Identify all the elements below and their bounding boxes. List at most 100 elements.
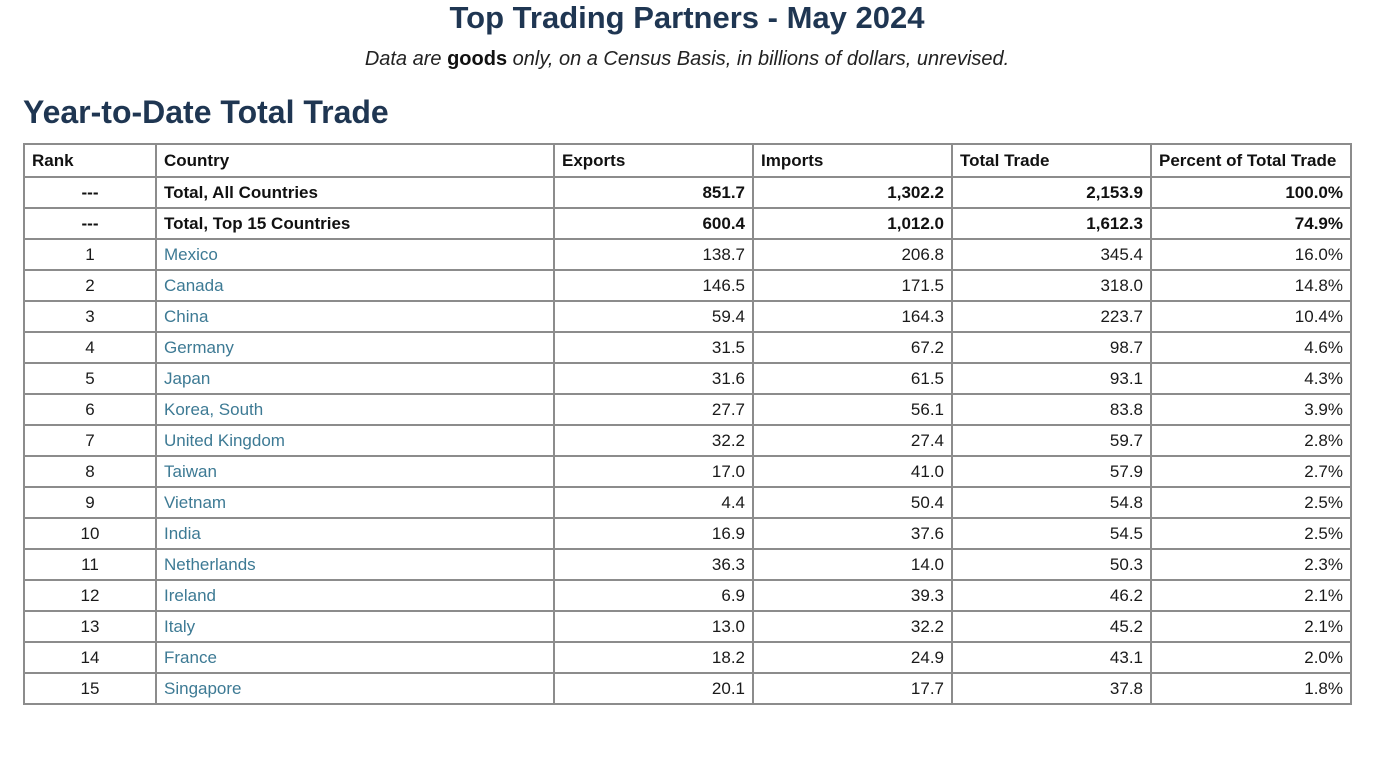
country-link[interactable]: United Kingdom: [164, 430, 285, 450]
cell-country: Total, All Countries: [155, 176, 555, 209]
subtitle-text-start: Data are: [364, 48, 448, 70]
cell-country: Taiwan: [155, 455, 555, 488]
cell-country: Singapore: [155, 672, 555, 705]
cell-percent: 3.9%: [1150, 393, 1352, 426]
header-rank: Rank: [23, 143, 157, 178]
cell-country: Germany: [155, 331, 555, 364]
cell-rank: 9: [23, 486, 157, 519]
cell-total-trade: 37.8: [951, 672, 1152, 705]
country-link[interactable]: Vietnam: [164, 492, 227, 512]
cell-total-trade: 93.1: [951, 362, 1152, 395]
cell-total-trade: 45.2: [951, 610, 1152, 643]
cell-percent: 10.4%: [1150, 300, 1352, 333]
cell-exports: 600.4: [553, 207, 754, 240]
country-link[interactable]: Japan: [164, 368, 211, 388]
cell-imports: 17.7: [752, 672, 953, 705]
table-row: 15 Singapore 20.1 17.7 37.8 1.8%: [23, 672, 1352, 705]
table-row: 3 China 59.4 164.3 223.7 10.4%: [23, 300, 1352, 333]
section-title: Year-to-Date Total Trade: [23, 94, 389, 130]
cell-country: Italy: [155, 610, 555, 643]
cell-percent: 2.7%: [1150, 455, 1352, 488]
subtitle-text-end: only, on a Census Basis, in billions of …: [507, 48, 1010, 70]
cell-imports: 50.4: [752, 486, 953, 519]
cell-exports: 27.7: [553, 393, 754, 426]
cell-total-trade: 2,153.9: [951, 176, 1152, 209]
trade-partners-table: Rank Country Exports Imports Total Trade…: [23, 143, 1352, 705]
country-link[interactable]: Singapore: [164, 678, 242, 698]
subtitle-emphasis: goods: [447, 48, 508, 70]
cell-exports: 851.7: [553, 176, 754, 209]
country-link[interactable]: Italy: [164, 616, 196, 636]
table-row: 8 Taiwan 17.0 41.0 57.9 2.7%: [23, 455, 1352, 488]
country-link[interactable]: China: [164, 306, 209, 326]
cell-percent: 2.5%: [1150, 517, 1352, 550]
cell-imports: 56.1: [752, 393, 953, 426]
cell-exports: 31.5: [553, 331, 754, 364]
cell-percent: 2.0%: [1150, 641, 1352, 674]
country-link[interactable]: Korea, South: [164, 399, 264, 419]
cell-imports: 39.3: [752, 579, 953, 612]
cell-percent: 2.8%: [1150, 424, 1352, 457]
cell-percent: 16.0%: [1150, 238, 1352, 271]
table-row: 6 Korea, South 27.7 56.1 83.8 3.9%: [23, 393, 1352, 426]
table-row: 1 Mexico 138.7 206.8 345.4 16.0%: [23, 238, 1352, 271]
cell-rank: 3: [23, 300, 157, 333]
cell-percent: 2.5%: [1150, 486, 1352, 519]
cell-percent: 14.8%: [1150, 269, 1352, 302]
cell-exports: 59.4: [553, 300, 754, 333]
cell-exports: 13.0: [553, 610, 754, 643]
cell-rank: 12: [23, 579, 157, 612]
cell-total-trade: 318.0: [951, 269, 1152, 302]
cell-rank: 6: [23, 393, 157, 426]
cell-exports: 18.2: [553, 641, 754, 674]
cell-total-trade: 46.2: [951, 579, 1152, 612]
cell-rank: 5: [23, 362, 157, 395]
country-link[interactable]: Canada: [164, 275, 224, 295]
cell-rank: ---: [23, 207, 157, 240]
cell-country: China: [155, 300, 555, 333]
country-link[interactable]: Germany: [164, 337, 234, 357]
cell-percent: 2.3%: [1150, 548, 1352, 581]
cell-imports: 27.4: [752, 424, 953, 457]
cell-total-trade: 57.9: [951, 455, 1152, 488]
header-country: Country: [155, 143, 555, 178]
cell-total-trade: 50.3: [951, 548, 1152, 581]
cell-percent: 100.0%: [1150, 176, 1352, 209]
country-link[interactable]: Mexico: [164, 244, 218, 264]
header-total-trade: Total Trade: [951, 143, 1152, 178]
cell-percent: 1.8%: [1150, 672, 1352, 705]
cell-exports: 31.6: [553, 362, 754, 395]
table-header-row: Rank Country Exports Imports Total Trade…: [23, 143, 1352, 178]
cell-total-trade: 98.7: [951, 331, 1152, 364]
cell-country: United Kingdom: [155, 424, 555, 457]
cell-rank: 7: [23, 424, 157, 457]
cell-imports: 1,012.0: [752, 207, 953, 240]
cell-imports: 67.2: [752, 331, 953, 364]
cell-exports: 17.0: [553, 455, 754, 488]
cell-imports: 1,302.2: [752, 176, 953, 209]
total-row: --- Total, All Countries 851.7 1,302.2 2,153…: [23, 176, 1352, 209]
country-link[interactable]: Taiwan: [164, 461, 217, 481]
country-link[interactable]: Netherlands: [164, 554, 256, 574]
country-link[interactable]: Ireland: [164, 585, 216, 605]
country-link[interactable]: India: [164, 523, 201, 543]
cell-exports: 32.2: [553, 424, 754, 457]
cell-total-trade: 54.5: [951, 517, 1152, 550]
cell-imports: 41.0: [752, 455, 953, 488]
table-row: 12 Ireland 6.9 39.3 46.2 2.1%: [23, 579, 1352, 612]
cell-country: France: [155, 641, 555, 674]
cell-total-trade: 83.8: [951, 393, 1152, 426]
cell-imports: 24.9: [752, 641, 953, 674]
table-row: 14 France 18.2 24.9 43.1 2.0%: [23, 641, 1352, 674]
cell-rank: 15: [23, 672, 157, 705]
cell-imports: 61.5: [752, 362, 953, 395]
cell-imports: 164.3: [752, 300, 953, 333]
cell-country: Total, Top 15 Countries: [155, 207, 555, 240]
cell-imports: 37.6: [752, 517, 953, 550]
cell-exports: 36.3: [553, 548, 754, 581]
header-imports: Imports: [752, 143, 953, 178]
cell-total-trade: 54.8: [951, 486, 1152, 519]
country-link[interactable]: France: [164, 647, 217, 667]
cell-rank: ---: [23, 176, 157, 209]
cell-country: Canada: [155, 269, 555, 302]
